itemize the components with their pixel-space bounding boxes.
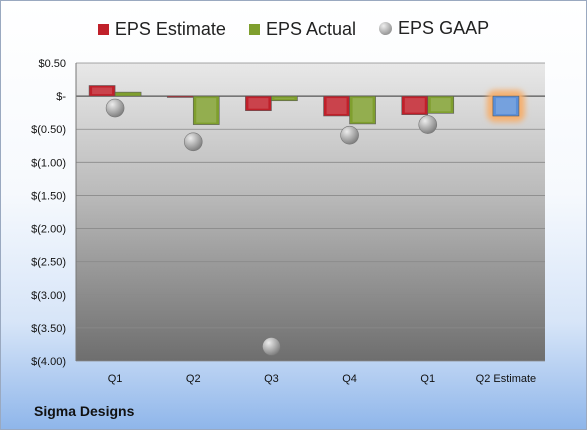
legend-swatch-estimate: [97, 24, 109, 35]
legend-label-estimate: EPS Estimate: [114, 19, 226, 39]
gaap-point: [418, 115, 438, 134]
bar-estimate: [323, 95, 350, 117]
bar-estimate-bevel: [404, 98, 425, 113]
bar-estimate-bevel: [248, 98, 269, 109]
legend-item-actual: EPS Actual: [248, 19, 357, 40]
legend-swatch-gaap: [379, 22, 393, 35]
x-tick-label: Q4: [342, 373, 357, 385]
bar-estimate-body: [245, 95, 272, 111]
bar-actual-body: [349, 95, 376, 125]
x-tick-label: Q3: [264, 373, 279, 385]
legend-item-estimate: EPS Estimate: [97, 19, 226, 40]
bar-actual-body: [271, 95, 298, 102]
bars: [88, 85, 525, 125]
x-axis-ticks: Q1 Q2 Q3 Q4 Q1 Q2 Estimate: [108, 373, 536, 385]
company-name: Sigma Designs: [34, 403, 135, 419]
bar-actual-body: [192, 95, 220, 125]
y-tick-label: $(4.00): [31, 356, 66, 368]
gaap-point: [262, 337, 281, 356]
y-tick-label: $(3.50): [31, 323, 66, 335]
bar-actual-bevel: [352, 98, 373, 122]
legend-label-actual: EPS Actual: [265, 19, 357, 39]
bar-estimate: [166, 95, 194, 98]
legend-label-gaap: EPS GAAP: [398, 18, 490, 38]
bar-actual-bevel: [196, 98, 217, 123]
x-tick-label: Q1: [108, 373, 123, 385]
bar-projected-estimate-body: [492, 95, 520, 117]
x-tick-label: Q1: [420, 373, 435, 385]
bar-actual-body: [114, 91, 142, 97]
bar-actual: [427, 95, 455, 114]
gaap-point: [105, 98, 125, 118]
legend-swatch-actual: [248, 24, 260, 35]
x-tick-label: Q2: [186, 373, 201, 385]
y-tick-label: $(1.00): [31, 157, 66, 169]
bar-actual: [349, 95, 376, 125]
bar-actual-bevel: [274, 98, 295, 99]
gaap-points: [105, 98, 438, 356]
bar-actual: [192, 95, 220, 125]
legend-item-gaap: EPS GAAP: [379, 18, 489, 39]
y-tick-label: $-: [56, 91, 66, 103]
bar-estimate: [88, 85, 116, 97]
bar-projected-estimate: [492, 95, 520, 117]
y-tick-label: $(3.00): [31, 290, 66, 302]
gaap-point: [183, 132, 203, 152]
bar-actual: [271, 95, 298, 102]
gridlines: [75, 62, 545, 362]
y-tick-label: $(2.00): [31, 224, 66, 236]
bar-estimate-body: [166, 95, 194, 98]
y-tick-label: $(0.50): [31, 124, 66, 136]
bar-estimate-body: [88, 85, 116, 97]
y-tick-label: $0.50: [38, 58, 66, 70]
bar-actual-bevel: [430, 98, 451, 112]
bar-estimate-bevel: [92, 87, 113, 95]
y-tick-label: $(2.50): [31, 257, 66, 269]
bar-projected-estimate-bevel: [495, 98, 516, 114]
bar-actual: [114, 91, 142, 97]
x-tick-label: Q2 Estimate: [476, 373, 537, 385]
bar-estimate-bevel: [326, 98, 347, 114]
y-tick-label: $(1.50): [31, 190, 66, 202]
legend: EPS Estimate EPS Actual EPS GAAP: [1, 18, 586, 40]
plot-area: [76, 63, 545, 361]
bar-estimate: [245, 95, 272, 111]
bar-estimate: [401, 95, 429, 115]
gaap-point: [340, 125, 359, 145]
bar-actual-body: [427, 95, 455, 114]
y-axis-ticks: $0.50 $- $(0.50) $(1.00) $(1.50) $(2.00) $(2.5…: [31, 58, 66, 368]
